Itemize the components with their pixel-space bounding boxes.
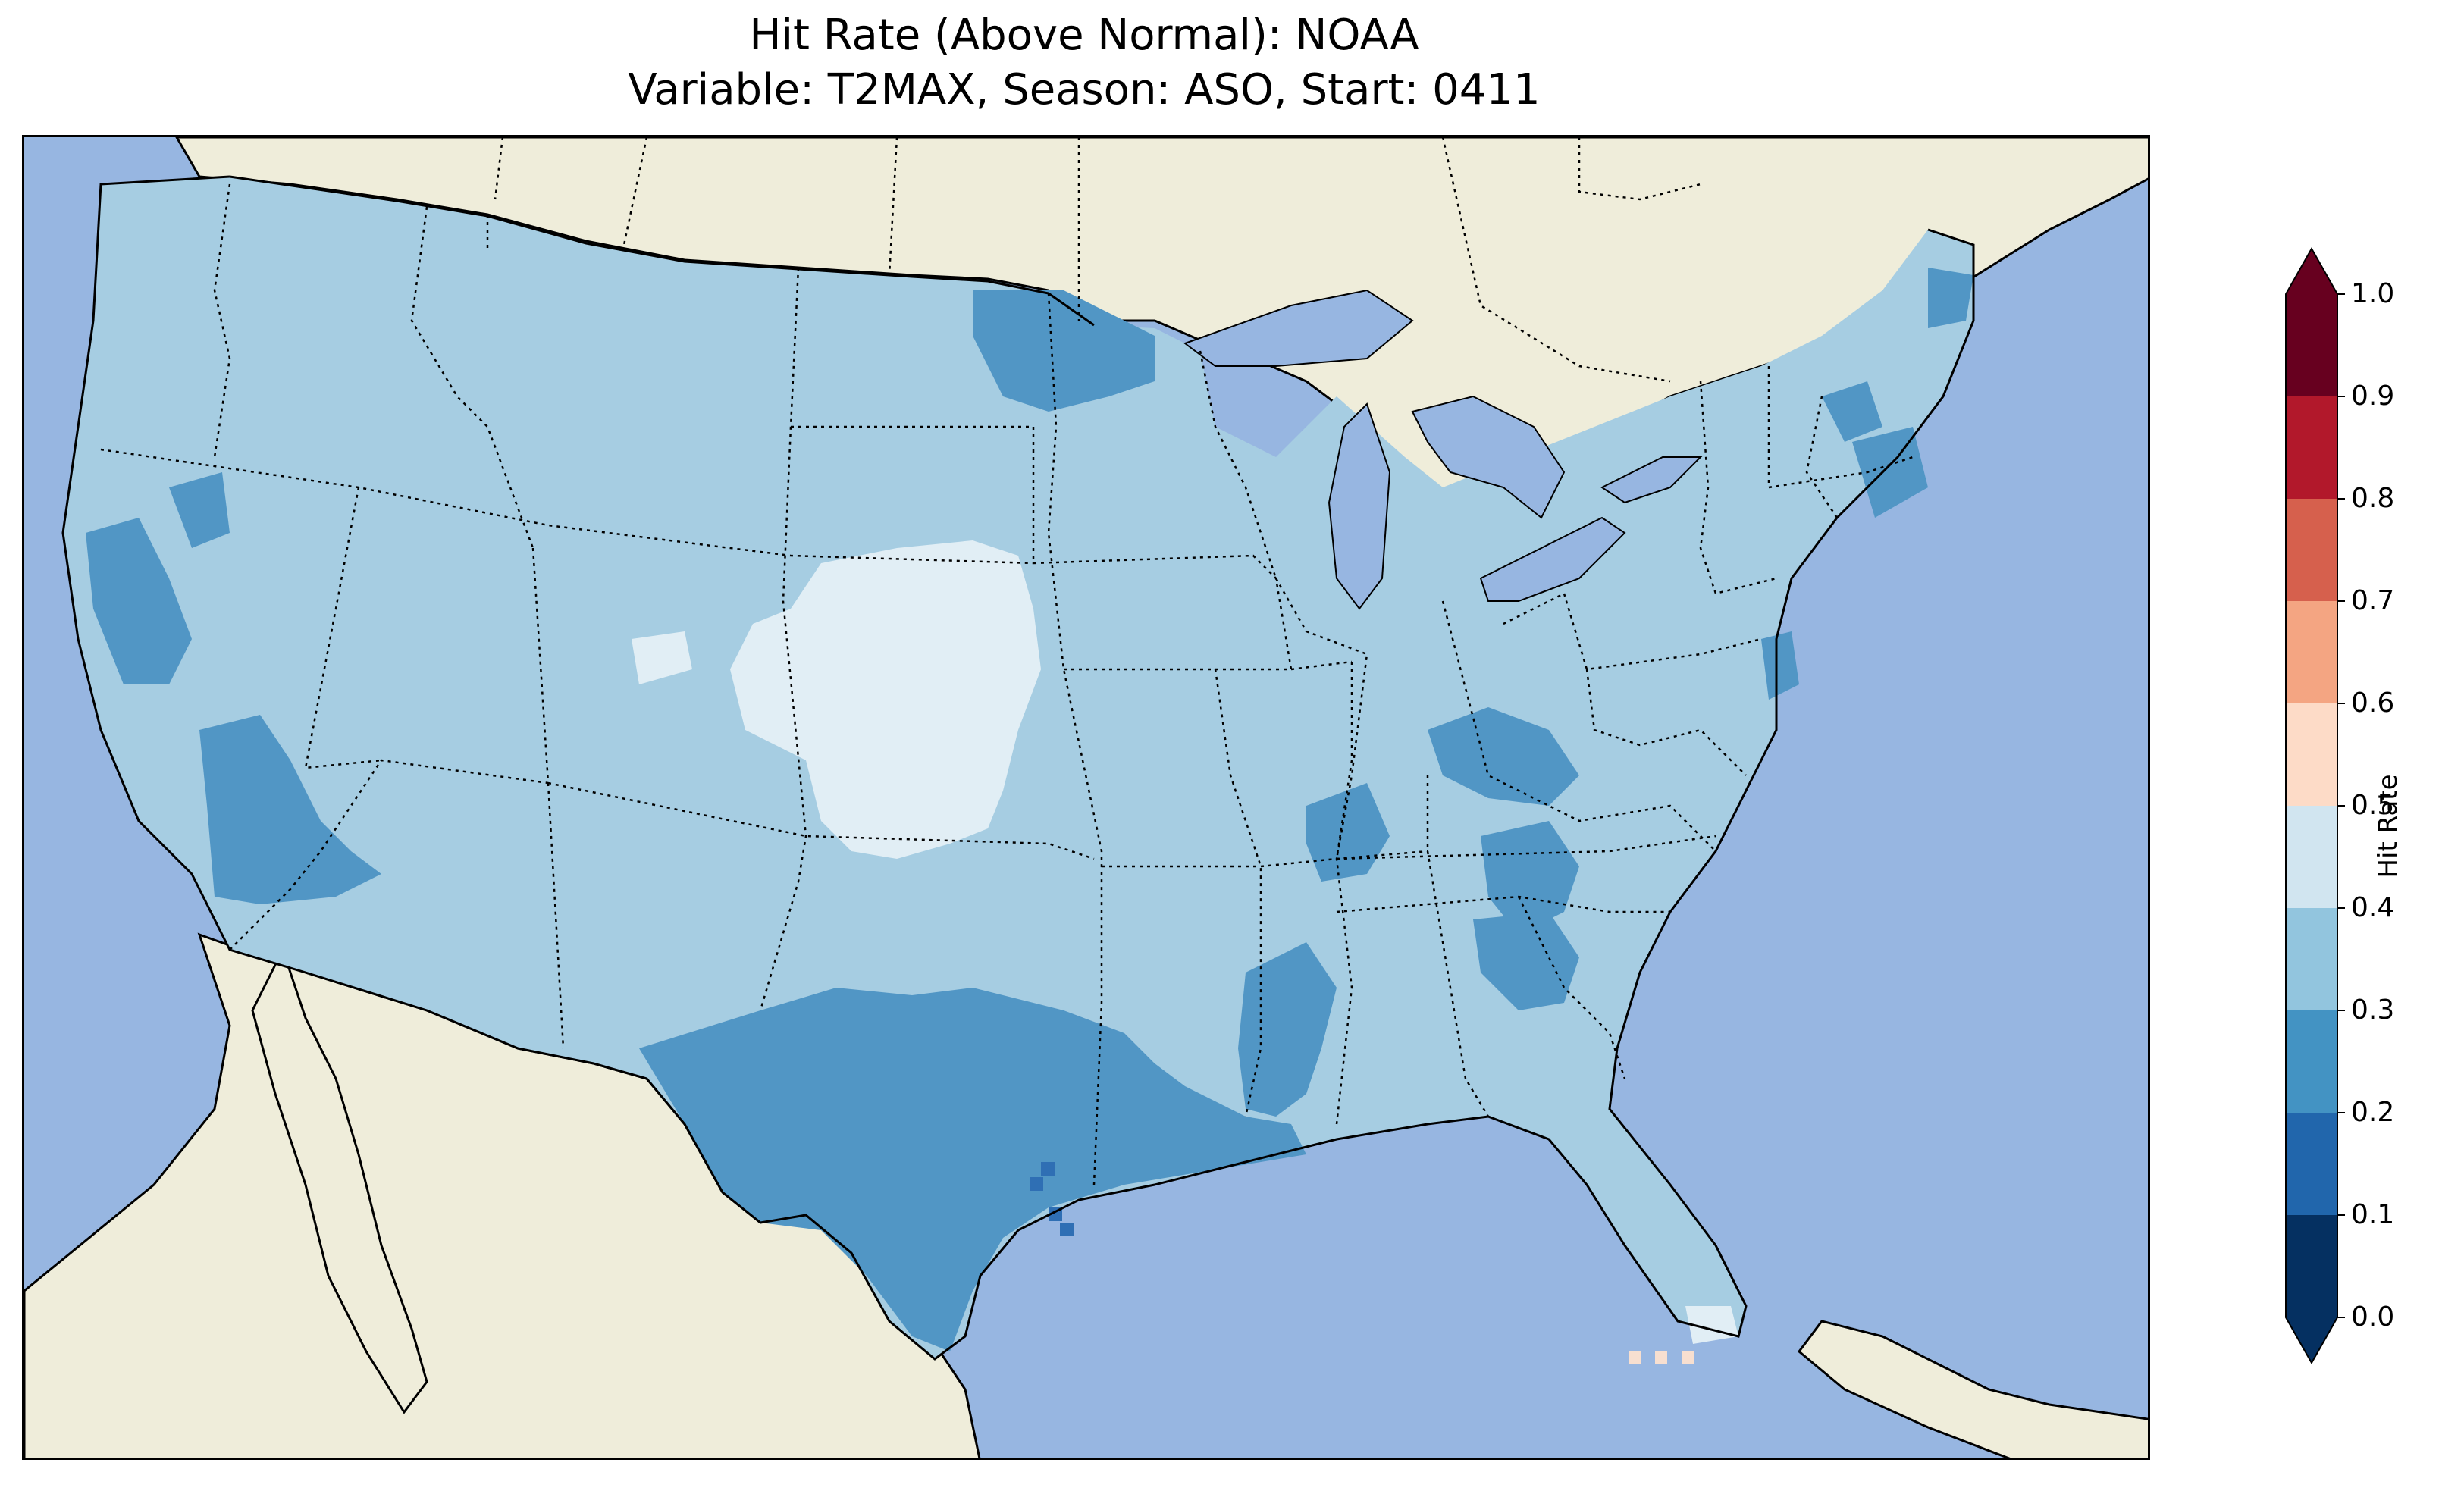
colorbar <box>2285 246 2345 1365</box>
colorbar-bin-3 <box>2286 908 2337 1010</box>
colorbar-tick-label: 0.6 <box>2351 687 2395 719</box>
colorbar-tick-label: 0.4 <box>2351 892 2395 923</box>
colorbar-bins <box>2285 246 2345 1365</box>
colorbar-bin-0 <box>2286 1215 2337 1317</box>
colorbar-tick-label: 0.5 <box>2351 790 2395 821</box>
colorbar-tick-label: 1.0 <box>2351 278 2395 309</box>
chart-title-line1: Hit Rate (Above Normal): NOAA <box>749 11 1419 60</box>
land-cuba <box>1797 1320 2148 1458</box>
colorbar-bin-4 <box>2286 806 2337 908</box>
colorbar-extend-min <box>2286 1317 2337 1363</box>
region-high-colorado <box>632 631 692 684</box>
colorbar-tick-label: 0.8 <box>2351 483 2395 514</box>
chart-title-line2: Variable: T2MAX, Season: ASO, Start: 041… <box>628 65 1541 114</box>
state-borders <box>100 137 1914 1185</box>
colorbar-axis-label: Hit Rate <box>2373 774 2403 879</box>
region-high-plains <box>730 540 1041 859</box>
us-canada-border <box>229 175 1095 327</box>
colorbar-bin-7 <box>2286 499 2337 601</box>
colorbar-tick-label: 0.7 <box>2351 585 2395 616</box>
region-high-florida <box>1685 1306 1738 1344</box>
colorbar-bin-6 <box>2286 601 2337 703</box>
colorbar-extend-max <box>2286 249 2337 294</box>
map-panel <box>22 135 2150 1460</box>
colorbar-tick-label: 0.0 <box>2351 1301 2395 1333</box>
colorbar-tick-label: 0.3 <box>2351 994 2395 1026</box>
great-lakes <box>1183 289 1703 610</box>
region-low <box>86 268 1973 1351</box>
florida-keys <box>1629 1351 1694 1364</box>
colorbar-bin-9 <box>2286 294 2337 396</box>
conus-coastline <box>61 175 1975 1361</box>
colorbar-tick-label: 0.2 <box>2351 1097 2395 1128</box>
colorbar-bin-5 <box>2286 703 2337 806</box>
land-baja <box>251 947 428 1414</box>
colorbar-tick-label: 0.9 <box>2351 381 2395 412</box>
map-canvas <box>24 137 2148 1458</box>
colorbar-tick-label: 0.1 <box>2351 1199 2395 1230</box>
colorbar-bin-2 <box>2286 1010 2337 1113</box>
colorbar-bin-8 <box>2286 396 2337 499</box>
colorbar-bin-1 <box>2286 1113 2337 1215</box>
